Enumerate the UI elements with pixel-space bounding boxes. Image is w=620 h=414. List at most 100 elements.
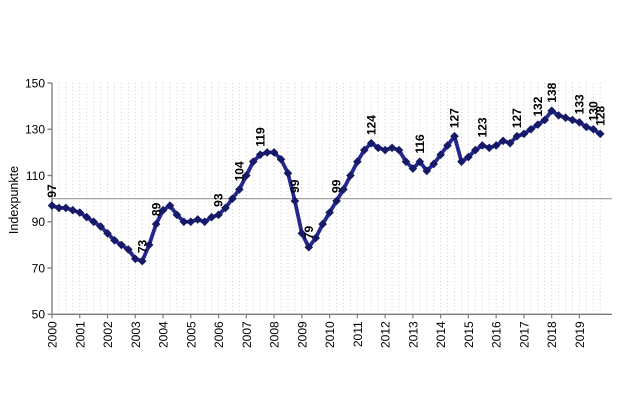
data-point-marker bbox=[526, 124, 536, 134]
data-point-marker bbox=[498, 136, 508, 146]
data-point-marker bbox=[130, 254, 140, 264]
data-point-marker bbox=[103, 229, 112, 238]
x-tick-label: 2016 bbox=[490, 321, 504, 348]
data-point-marker bbox=[366, 138, 376, 148]
data-point-marker bbox=[297, 229, 307, 238]
x-tick-label: 2014 bbox=[434, 321, 448, 348]
data-point-marker bbox=[144, 240, 154, 250]
data-point-marker bbox=[457, 157, 466, 166]
data-point-label: 123 bbox=[475, 117, 489, 137]
x-tick-label: 2017 bbox=[517, 321, 531, 348]
data-point-marker bbox=[179, 217, 189, 227]
data-point-marker bbox=[512, 131, 522, 141]
data-point-marker bbox=[429, 159, 438, 169]
data-point-marker bbox=[484, 143, 494, 153]
data-point-label: 116 bbox=[413, 134, 427, 154]
data-point-marker bbox=[117, 240, 126, 250]
data-point-marker bbox=[436, 150, 445, 160]
data-point-marker bbox=[464, 152, 473, 162]
y-tick-label: 130 bbox=[25, 123, 45, 137]
data-point-marker bbox=[346, 171, 355, 180]
data-point-marker bbox=[422, 166, 432, 176]
data-point-marker bbox=[255, 150, 265, 160]
data-point-label: 99 bbox=[330, 179, 344, 193]
data-point-marker bbox=[568, 115, 577, 125]
data-point-label: 99 bbox=[288, 179, 302, 193]
data-point-marker bbox=[151, 219, 161, 229]
x-tick-label: 2002 bbox=[101, 321, 115, 348]
data-point-marker bbox=[339, 185, 348, 194]
x-tick-label: 2005 bbox=[184, 321, 198, 348]
data-point-marker bbox=[554, 111, 563, 120]
data-point-marker bbox=[61, 203, 71, 213]
y-tick-label: 70 bbox=[32, 261, 46, 275]
data-point-marker bbox=[540, 115, 550, 125]
data-point-marker bbox=[54, 203, 64, 213]
data-point-marker bbox=[401, 157, 411, 166]
data-point-marker bbox=[394, 145, 404, 155]
data-point-label: 97 bbox=[45, 184, 59, 198]
data-point-label: 132 bbox=[531, 96, 545, 116]
data-point-marker bbox=[47, 201, 57, 210]
data-point-marker bbox=[360, 145, 369, 155]
x-tick-label: 2007 bbox=[240, 321, 254, 348]
data-point-marker bbox=[200, 217, 209, 227]
data-point-marker bbox=[450, 131, 459, 141]
data-point-label: 124 bbox=[364, 115, 378, 135]
y-tick-label: 110 bbox=[26, 169, 45, 183]
data-point-marker bbox=[561, 113, 570, 122]
data-point-marker bbox=[228, 194, 237, 203]
data-point-marker bbox=[533, 120, 543, 129]
data-point-marker bbox=[82, 212, 91, 222]
data-point-marker bbox=[332, 196, 341, 206]
data-point-marker bbox=[68, 205, 78, 215]
data-point-label: 133 bbox=[573, 94, 587, 114]
x-tick-label: 2019 bbox=[573, 321, 587, 348]
data-point-label: 104 bbox=[233, 161, 247, 181]
data-point-label: 119 bbox=[253, 127, 267, 147]
data-point-marker bbox=[158, 205, 168, 215]
y-tick-label: 150 bbox=[25, 76, 45, 90]
data-point-marker bbox=[318, 219, 327, 229]
data-point-marker bbox=[589, 124, 598, 134]
data-point-marker bbox=[124, 245, 133, 254]
data-point-marker bbox=[89, 217, 98, 227]
x-tick-label: 2000 bbox=[46, 321, 60, 348]
y-axis-title: Indexpunkte bbox=[7, 165, 21, 235]
x-tick-label: 2003 bbox=[129, 321, 143, 348]
data-point-marker bbox=[110, 235, 119, 245]
data-point-marker bbox=[276, 155, 286, 164]
data-point-marker bbox=[491, 141, 501, 150]
data-point-marker bbox=[415, 157, 425, 166]
data-point-marker bbox=[582, 122, 591, 132]
data-point-label: 93 bbox=[212, 193, 226, 207]
data-point-markers bbox=[47, 106, 605, 266]
data-point-marker bbox=[214, 210, 223, 220]
data-point-label: 128 bbox=[593, 106, 607, 126]
x-tick-label: 2004 bbox=[157, 321, 171, 348]
data-point-marker bbox=[547, 106, 556, 116]
data-point-marker bbox=[304, 242, 314, 252]
x-tick-label: 2006 bbox=[212, 321, 226, 348]
data-point-label: 79 bbox=[302, 226, 316, 240]
data-point-marker bbox=[443, 141, 452, 150]
data-point-marker bbox=[269, 148, 279, 157]
data-point-marker bbox=[283, 168, 293, 178]
data-point-marker bbox=[207, 212, 216, 222]
data-point-marker bbox=[373, 143, 383, 153]
y-tick-label: 90 bbox=[32, 215, 46, 229]
data-point-label: 130 bbox=[587, 101, 601, 121]
x-tick-label: 2011 bbox=[351, 321, 365, 347]
data-point-marker bbox=[290, 196, 300, 206]
data-point-marker bbox=[380, 145, 390, 155]
data-point-marker bbox=[193, 215, 203, 224]
data-point-marker bbox=[75, 208, 85, 217]
data-point-marker bbox=[408, 164, 418, 173]
data-point-marker bbox=[505, 138, 515, 148]
data-point-marker bbox=[242, 171, 251, 180]
x-tick-label: 2015 bbox=[462, 321, 476, 348]
data-point-marker bbox=[471, 145, 480, 155]
data-point-marker bbox=[96, 222, 105, 231]
